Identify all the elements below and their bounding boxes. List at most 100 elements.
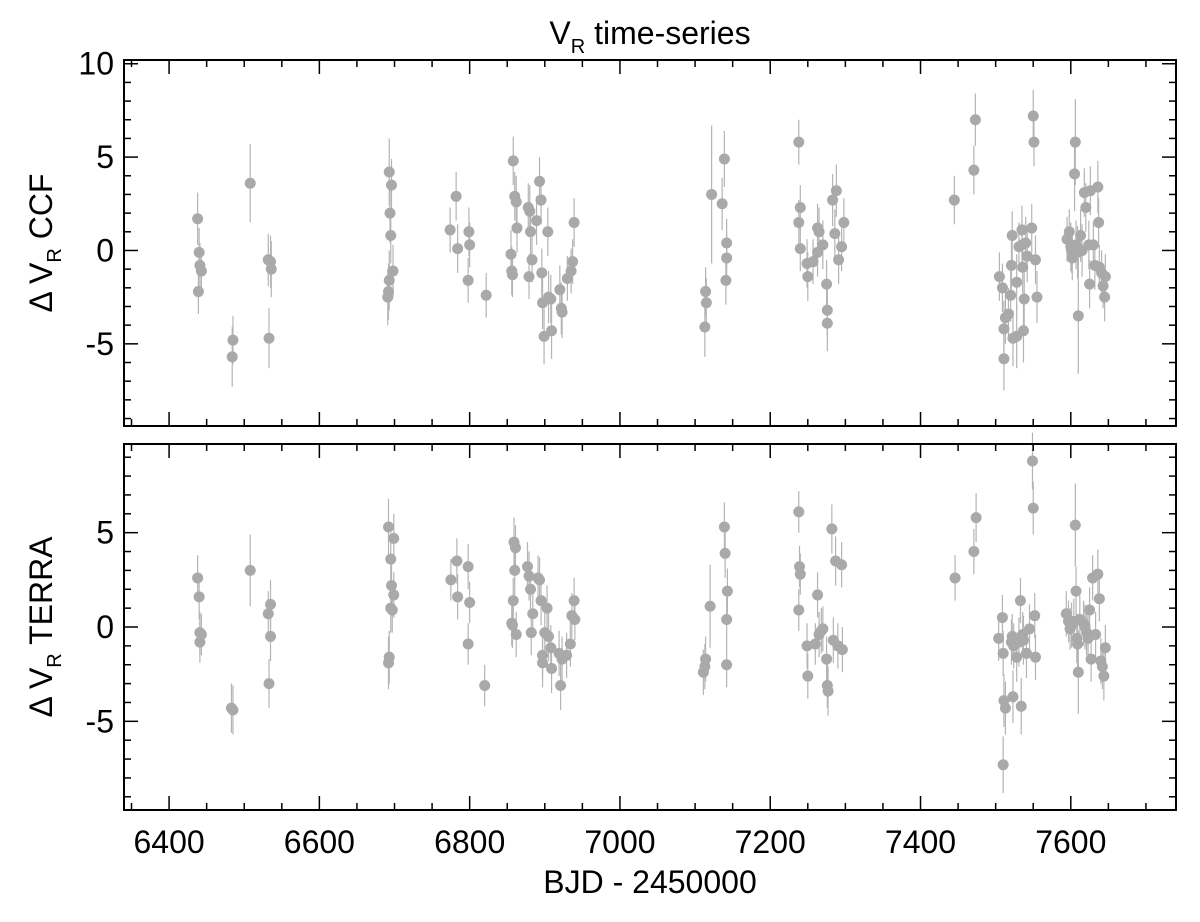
ccf-y-tick-label: 5: [96, 139, 114, 175]
terra-data-point: [227, 704, 239, 716]
ccf-data-point: [998, 353, 1010, 365]
terra-data-point: [569, 613, 581, 625]
x-tick-label: 6600: [284, 824, 355, 860]
ccf-data-point: [813, 226, 825, 238]
terra-y-tick-labels: 5 0 -5: [86, 515, 114, 740]
terra-data-point: [1070, 585, 1082, 597]
terra-data-point: [452, 591, 464, 603]
terra-data-point: [523, 570, 535, 582]
terra-data-point: [1084, 604, 1096, 616]
ccf-data-point: [1002, 308, 1014, 320]
terra-data-point: [836, 644, 848, 656]
ccf-data-point: [1027, 110, 1039, 122]
terra-data-point: [1020, 647, 1032, 659]
ccf-data-point: [700, 297, 712, 309]
terra-data-point: [1011, 651, 1023, 663]
terra-data-point: [445, 574, 457, 586]
ccf-data-point: [821, 304, 833, 316]
ccf-plot-frame: [123, 59, 1177, 427]
terra-data-point: [507, 595, 519, 607]
terra-data-point: [721, 613, 733, 625]
ccf-data-point: [1026, 222, 1038, 234]
ccf-data-point: [821, 278, 833, 290]
ccf-data-point: [793, 216, 805, 228]
ccf-data-point: [1017, 325, 1029, 337]
terra-data-point: [968, 546, 980, 558]
ccf-data-point: [542, 226, 554, 238]
ccf-data-point: [525, 226, 537, 238]
terra-data-point: [525, 583, 537, 595]
terra-data-point: [836, 559, 848, 571]
terra-data-point: [1029, 610, 1041, 622]
terra-data-point: [801, 640, 813, 652]
ccf-data-point: [1093, 216, 1105, 228]
ccf-data-point: [545, 293, 557, 305]
ccf-data-point: [827, 194, 839, 206]
terra-data-point: [721, 659, 733, 671]
terra-data-point: [997, 759, 1009, 771]
terra-data-point: [537, 657, 549, 669]
ccf-data-point: [1099, 271, 1111, 283]
ccf-data-point: [546, 325, 558, 337]
ccf-data-point: [565, 265, 577, 277]
ccf-data-point: [511, 222, 523, 234]
terra-data-point: [509, 542, 521, 554]
ccf-data-point: [195, 265, 207, 277]
ccf-data-point: [1006, 230, 1018, 242]
ccf-data-point: [531, 215, 543, 227]
ccf-data-point: [718, 153, 730, 165]
terra-data-point: [1023, 623, 1035, 635]
ccf-data-point: [227, 334, 239, 346]
terra-data-point: [527, 608, 539, 620]
terra-data-point: [1098, 670, 1110, 682]
ccf-data-point: [998, 323, 1010, 335]
x-tick-label: 7600: [1035, 824, 1106, 860]
ccf-data-point: [462, 274, 474, 286]
terra-axis-ticks: [124, 444, 1176, 810]
terra-data-point: [794, 568, 806, 580]
x-tick-label: 6400: [133, 824, 204, 860]
ccf-data-point: [536, 267, 548, 279]
terra-data-point: [537, 649, 549, 661]
ccf-data-point: [226, 351, 238, 363]
terra-data-point: [479, 679, 491, 691]
terra-data-point: [561, 649, 573, 661]
ccf-data-point: [721, 237, 733, 249]
ccf-data-point: [1011, 276, 1023, 288]
terra-data-point: [1093, 593, 1105, 605]
terra-data-point: [1007, 691, 1019, 703]
ccf-data-point: [507, 155, 519, 167]
ccf-data-point: [838, 216, 850, 228]
ccf-points: [192, 110, 1111, 365]
terra-data-point: [1099, 642, 1111, 654]
ccf-data-point: [568, 216, 580, 228]
ccf-data-point: [948, 194, 960, 206]
ccf-data-point: [1028, 136, 1040, 148]
terra-data-point: [1026, 455, 1038, 467]
terra-data-point: [999, 702, 1011, 714]
ccf-data-point: [444, 224, 456, 236]
terra-data-point: [817, 623, 829, 635]
ccf-data-point: [510, 196, 522, 208]
terra-data-point: [1096, 661, 1108, 673]
ccf-data-point: [523, 271, 535, 283]
terra-data-point: [812, 589, 824, 601]
terra-data-point: [826, 523, 838, 535]
ccf-data-point: [996, 282, 1008, 294]
terra-data-point: [821, 653, 833, 665]
terra-data-point: [535, 595, 547, 607]
terra-data-point: [265, 598, 277, 610]
terra-data-point: [822, 685, 834, 697]
terra-data-point: [1085, 653, 1097, 665]
ccf-data-point: [794, 243, 806, 255]
terra-data-point: [525, 627, 537, 639]
terra-data-point: [543, 630, 555, 642]
ccf-data-point: [387, 265, 399, 277]
ccf-data-point: [993, 271, 1005, 283]
terra-data-point: [1027, 502, 1039, 514]
ccf-y-tick-label: -5: [86, 326, 114, 362]
ccf-data-point: [1005, 289, 1017, 301]
ccf-data-point: [1087, 239, 1099, 251]
ccf-data-point: [699, 321, 711, 333]
terra-data-point: [704, 600, 716, 612]
